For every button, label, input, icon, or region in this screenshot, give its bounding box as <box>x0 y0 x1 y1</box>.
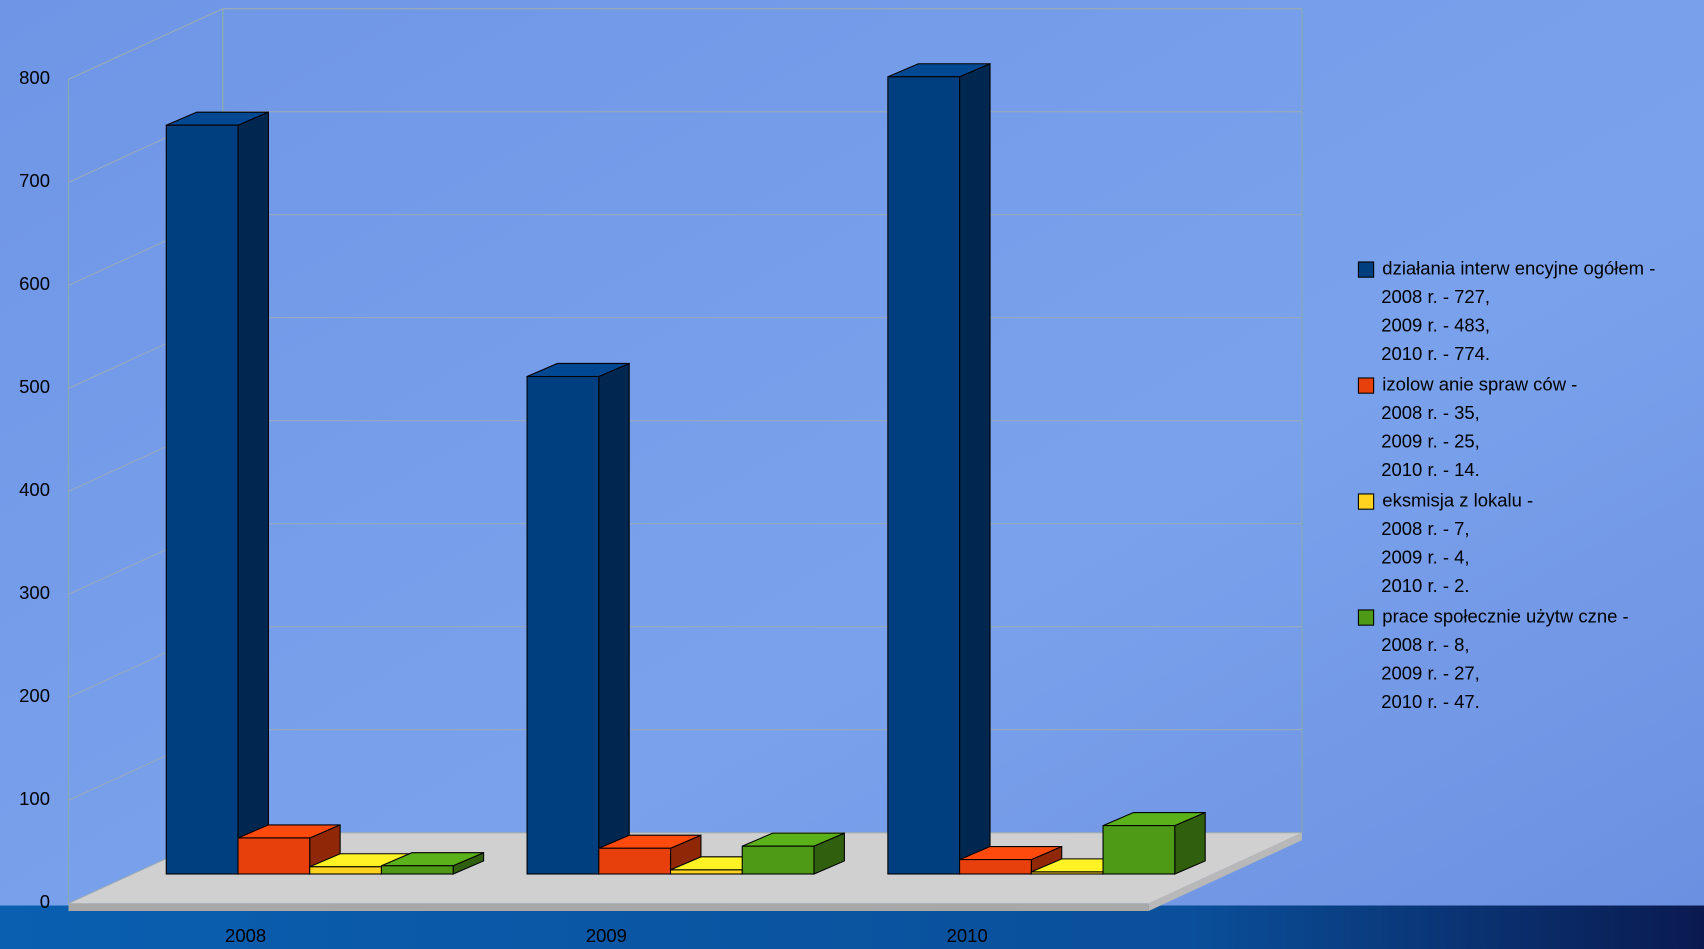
bar-side <box>959 62 991 875</box>
floor-side <box>1148 832 1302 911</box>
floor-edge <box>68 903 1149 911</box>
legend-label: izolow anie spraw ców - <box>1382 373 1577 394</box>
x-tick-label: 2010 <box>947 925 988 946</box>
legend-swatch <box>1357 377 1375 394</box>
bar <box>1030 871 1104 875</box>
legend-value-label: 2010 r. - 47. <box>1381 691 1480 712</box>
legend-value-label: 2009 r. - 27, <box>1381 663 1480 684</box>
bar <box>959 859 1032 875</box>
y-tick-label: 200 <box>19 685 50 706</box>
y-tick-label: 700 <box>19 170 50 191</box>
bar <box>309 866 382 875</box>
y-tick-label: 100 <box>19 788 50 809</box>
bar <box>165 124 239 875</box>
legend-value-label: 2009 r. - 483, <box>1381 315 1490 336</box>
background-band <box>0 905 1704 949</box>
bar <box>1102 825 1176 875</box>
legend-label: działania interw encyjne ogółem - <box>1382 257 1655 278</box>
y-tick-label: 400 <box>19 479 50 500</box>
bar <box>380 865 454 875</box>
legend-value-label: 2010 r. - 2. <box>1381 575 1469 596</box>
grid-line <box>68 8 224 80</box>
legend-value-label: 2008 r. - 35, <box>1381 402 1480 423</box>
bar <box>887 76 961 875</box>
bar <box>741 845 815 875</box>
bar <box>598 847 672 875</box>
bar <box>237 837 311 875</box>
legend-swatch <box>1357 493 1375 510</box>
legend-label: prace społecznie użytw czne - <box>1382 605 1628 626</box>
legend-swatch <box>1357 609 1375 626</box>
legend-value-label: 2009 r. - 25, <box>1381 431 1480 452</box>
legend-value-label: 2008 r. - 8, <box>1381 634 1469 655</box>
legend-value-label: 2009 r. - 4, <box>1381 547 1469 568</box>
y-tick-label: 500 <box>19 376 50 397</box>
legend-label: eksmisja z lokalu - <box>1382 489 1533 510</box>
bar-side <box>598 362 630 875</box>
legend-value-label: 2010 r. - 774. <box>1381 343 1490 364</box>
y-tick-label: 0 <box>40 891 50 912</box>
legend-swatch <box>1357 261 1375 278</box>
legend-value-label: 2010 r. - 14. <box>1381 459 1480 480</box>
legend-value-label: 2008 r. - 7, <box>1381 518 1469 539</box>
x-tick-label: 2009 <box>586 925 627 946</box>
y-tick-label: 600 <box>19 273 50 294</box>
x-tick-label: 2008 <box>225 925 266 946</box>
bar-side <box>237 111 269 875</box>
bar <box>669 869 743 875</box>
y-tick-label: 800 <box>19 67 50 88</box>
bar <box>526 375 600 875</box>
y-tick-label: 300 <box>19 582 50 603</box>
legend-value-label: 2008 r. - 727, <box>1381 286 1490 307</box>
